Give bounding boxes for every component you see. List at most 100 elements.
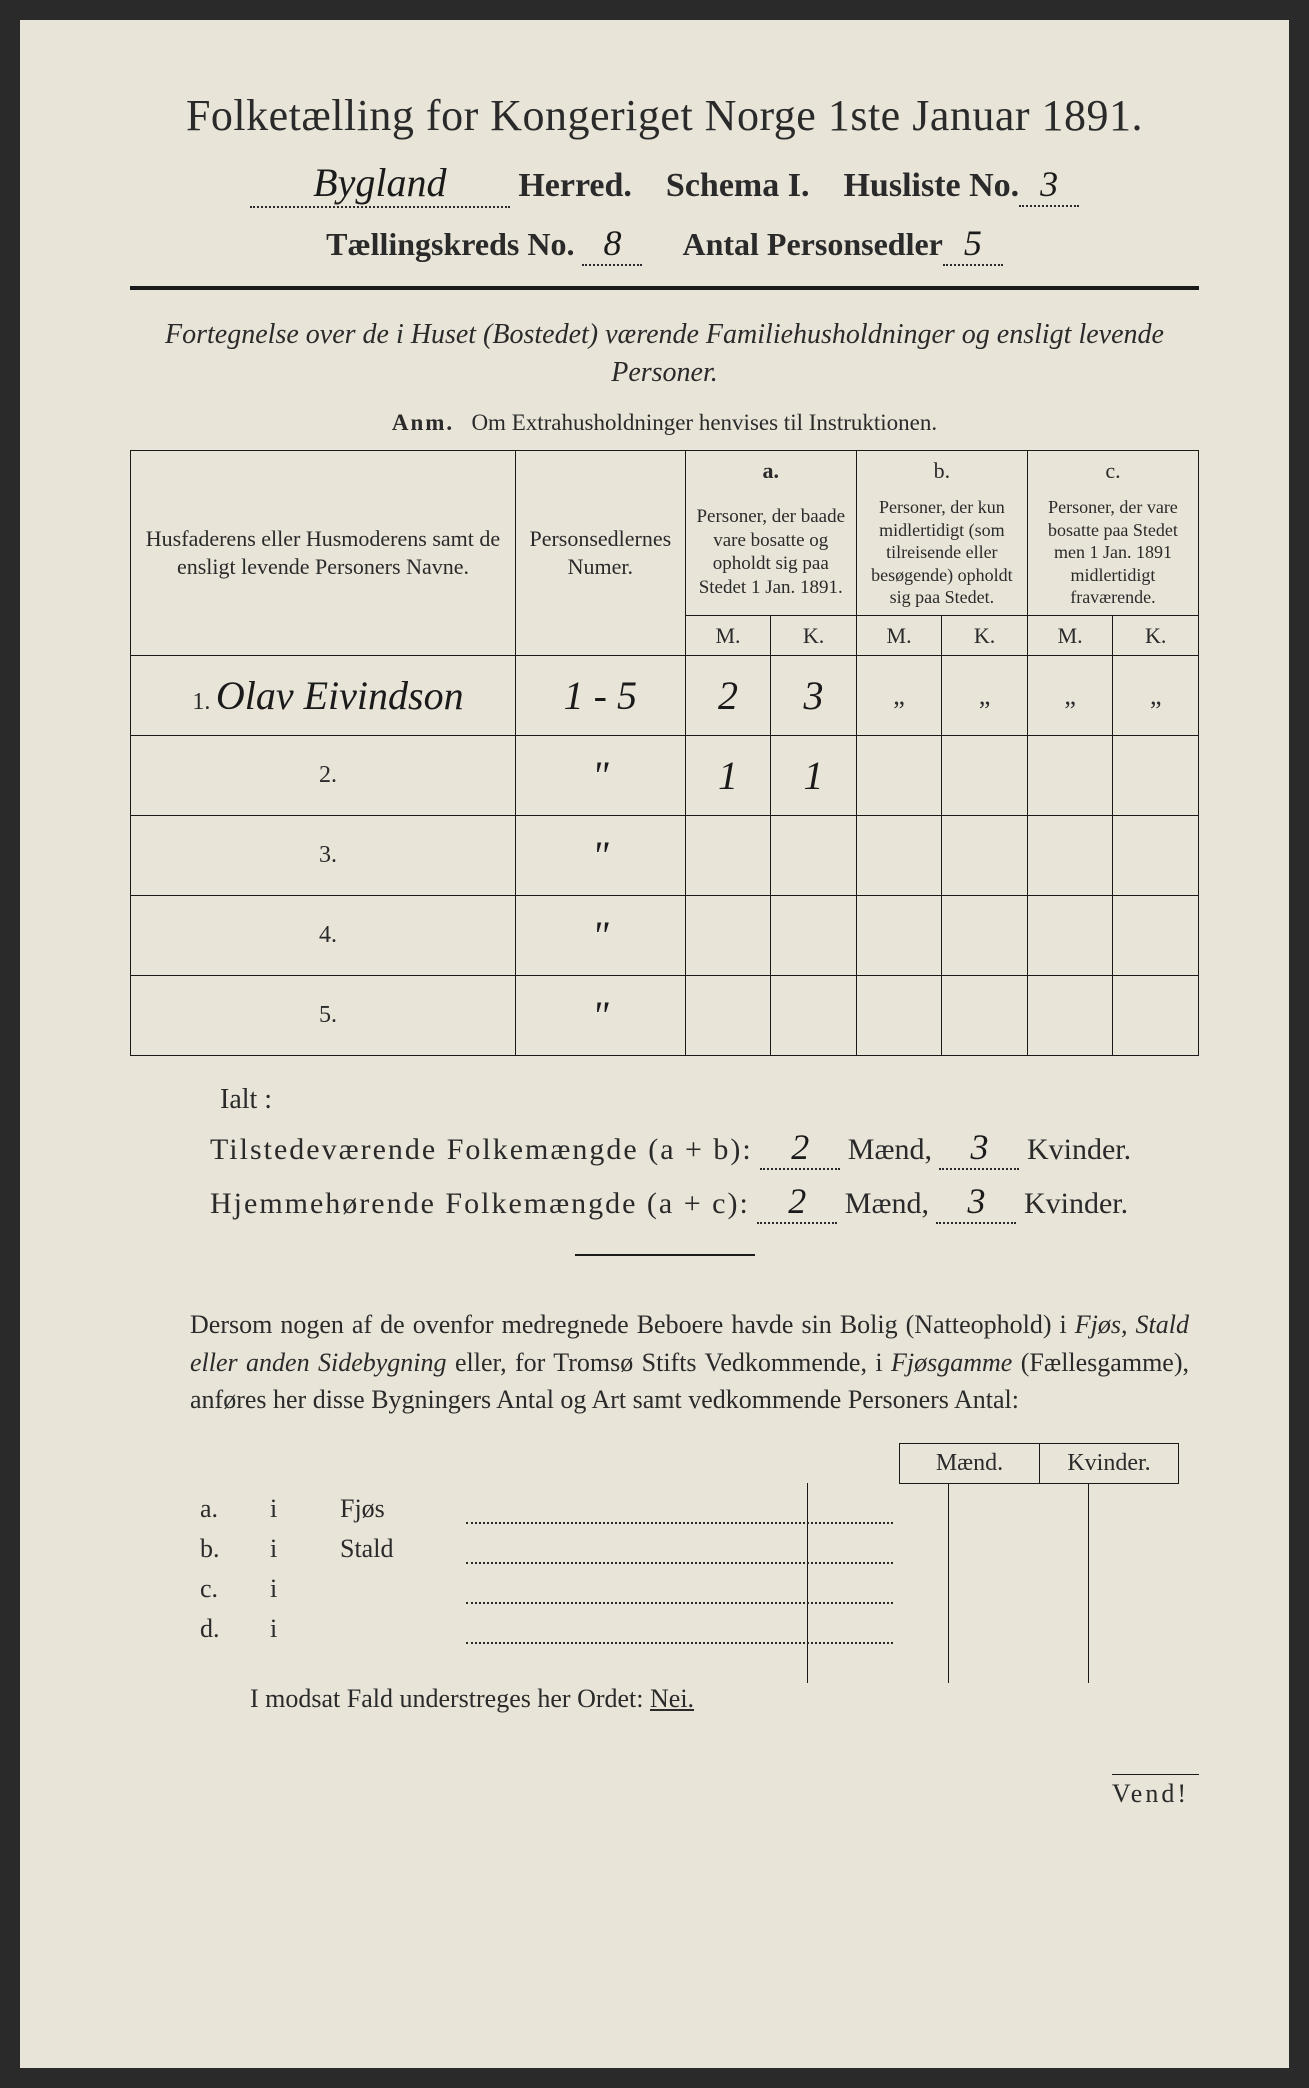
row-am [685,896,771,976]
nei-text: I modsat Fald understreges her Ordet: [250,1684,644,1713]
row-ck [1113,816,1199,896]
row-name: 5. [131,976,516,1056]
row-cm [1027,816,1113,896]
kvinder-col: Kvinder. [1039,1443,1179,1484]
row-bm [856,896,942,976]
row-am [685,816,771,896]
mk-grid [807,1483,1089,1683]
side-letter: c. [200,1574,270,1604]
vend-label: Vend! [1112,1774,1199,1809]
side-type: Stald [340,1534,460,1564]
row-bk: „ [942,656,1028,736]
husliste-label: Husliste No. [843,167,1019,204]
row-am: 2 [685,656,771,736]
row-bm [856,736,942,816]
col-c-header: Personer, der vare bosatte paa Stedet me… [1027,490,1198,615]
side-i: i [270,1614,340,1644]
row-ck: „ [1113,656,1199,736]
row-bm [856,976,942,1056]
row-am: 1 [685,736,771,816]
total2-label: Hjemmehørende Folkemængde (a + c): [210,1187,750,1220]
row-name: 1. Olav Eivindson [131,656,516,736]
row-bm [856,816,942,896]
anm-label: Anm. [392,410,454,435]
row-ak: 1 [771,736,857,816]
annotation-line: Anm. Om Extrahusholdninger henvises til … [130,410,1199,436]
row-ak: 3 [771,656,857,736]
row-bk [942,896,1028,976]
table-row: 1. Olav Eivindson1 - 523„„„„ [131,656,1199,736]
side-letter: b. [200,1534,270,1564]
maend-label-2: Mænd, [845,1187,929,1220]
side-letter: a. [200,1494,270,1524]
kreds-no: 8 [603,223,621,263]
row-bm: „ [856,656,942,736]
row-num: " [515,816,685,896]
col-c-label: c. [1027,450,1198,490]
antal-label: Antal Personsedler [682,226,942,262]
table-row: 3. " [131,816,1199,896]
census-form-page: Folketælling for Kongeriget Norge 1ste J… [20,20,1289,2068]
maend-label: Mænd, [848,1133,932,1166]
table-row: 2. "11 [131,736,1199,816]
total2-m: 2 [788,1181,806,1221]
main-table: Husfaderens eller Husmoderens samt de en… [130,450,1199,1057]
row-num: " [515,896,685,976]
total2-k: 3 [967,1181,985,1221]
row-am [685,976,771,1056]
page-title: Folketælling for Kongeriget Norge 1ste J… [130,90,1199,141]
side-type: Fjøs [340,1494,460,1524]
row-name: 2. [131,736,516,816]
table-row: 4. " [131,896,1199,976]
a-m: M. [685,615,771,656]
a-k: K. [771,615,857,656]
kvinder-label-2: Kvinder. [1024,1187,1128,1220]
b-m: M. [856,615,942,656]
row-cm [1027,736,1113,816]
row-bk [942,816,1028,896]
row-cm [1027,896,1113,976]
row-bk [942,976,1028,1056]
herred-label: Herred. [518,167,632,204]
husliste-no: 3 [1040,164,1058,204]
col-a-header: Personer, der baade vare bosatte og opho… [685,490,856,615]
divider [130,286,1199,290]
nei-line: I modsat Fald understreges her Ordet: Ne… [250,1684,1199,1714]
mk-header: Mænd. Kvinder. [130,1443,1179,1484]
row-name: 3. [131,816,516,896]
col-b-label: b. [856,450,1027,490]
c-m: M. [1027,615,1113,656]
row-bk [942,736,1028,816]
total1-label: Tilstedeværende Folkemængde (a + b): [210,1133,753,1166]
maend-col: Mænd. [899,1443,1039,1484]
side-letter: d. [200,1614,270,1644]
col-b-header: Personer, der kun midlertidigt (som tilr… [856,490,1027,615]
row-name: 4. [131,896,516,976]
row-cm: „ [1027,656,1113,736]
short-divider [575,1254,755,1256]
kvinder-label: Kvinder. [1027,1133,1131,1166]
row-ak [771,896,857,976]
side-i: i [270,1574,340,1604]
anm-text: Om Extrahusholdninger henvises til Instr… [471,410,937,435]
side-i: i [270,1534,340,1564]
c-k: K. [1113,615,1199,656]
schema-label: Schema I. [666,167,810,204]
table-row: 5. " [131,976,1199,1056]
b-k: K. [942,615,1028,656]
col-name-header: Husfaderens eller Husmoderens samt de en… [131,450,516,656]
kreds-label: Tællingskreds No. [326,226,574,262]
total1-k: 3 [970,1127,988,1167]
row-ak [771,976,857,1056]
row-ck [1113,976,1199,1056]
sidebygning-paragraph: Dersom nogen af de ovenfor medregnede Be… [190,1306,1189,1419]
total1-m: 2 [791,1127,809,1167]
nei-word: Nei. [650,1684,694,1713]
row-cm [1027,976,1113,1056]
row-num: 1 - 5 [515,656,685,736]
col-num-header: Personsedlernes Numer. [515,450,685,656]
row-ak [771,816,857,896]
row-num: " [515,736,685,816]
row-num: " [515,976,685,1056]
row-ck [1113,736,1199,816]
